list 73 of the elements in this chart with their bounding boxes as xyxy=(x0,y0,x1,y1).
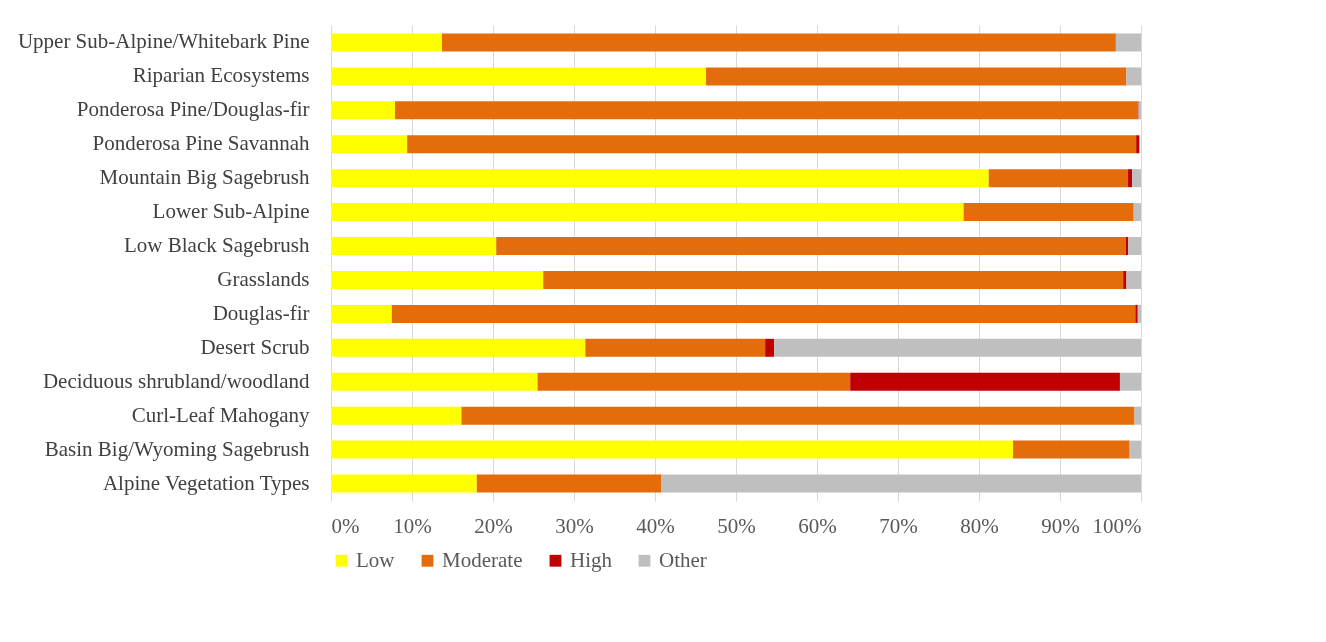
bar xyxy=(1123,270,1127,289)
bar xyxy=(331,169,989,188)
bar xyxy=(331,372,538,391)
x-tick-label: 20% xyxy=(474,513,513,538)
bar xyxy=(585,338,766,357)
bar xyxy=(394,101,1138,120)
y-tick-label: Desert Scrub xyxy=(200,334,310,359)
y-tick-label: Curl-Leaf Mahogany xyxy=(131,402,310,427)
legend-label: High xyxy=(570,547,613,572)
bar xyxy=(1126,270,1141,289)
x-tick-label: 90% xyxy=(1041,513,1080,538)
y-tick-label: Lower Sub-Alpine xyxy=(152,199,310,224)
legend-label: Moderate xyxy=(442,547,523,572)
bar xyxy=(331,304,392,323)
x-tick-label: 80% xyxy=(960,513,999,538)
bar xyxy=(476,474,662,493)
bar xyxy=(331,270,544,289)
bar xyxy=(331,237,497,256)
bar xyxy=(1132,169,1141,188)
bar xyxy=(331,474,477,493)
x-tick-label: 30% xyxy=(555,513,594,538)
y-tick-label: Basin Big/Wyoming Sagebrush xyxy=(44,436,310,461)
x-tick-label: 10% xyxy=(393,513,432,538)
bar xyxy=(441,33,1116,52)
bar xyxy=(1115,33,1141,52)
bar xyxy=(963,203,1134,222)
bar xyxy=(1129,440,1141,459)
bar xyxy=(1119,372,1141,391)
bar xyxy=(1133,203,1141,222)
y-tick-label: Ponderosa Pine Savannah xyxy=(92,131,310,156)
bar xyxy=(331,33,442,52)
bar xyxy=(331,67,707,86)
x-tick-label: 50% xyxy=(717,513,756,538)
x-tick-label: 40% xyxy=(636,513,675,538)
bar xyxy=(1126,67,1141,86)
x-tick-label: 70% xyxy=(879,513,918,538)
y-tick-label: Ponderosa Pine/Douglas-fir xyxy=(76,97,310,122)
x-tick-label: 0% xyxy=(331,513,360,538)
bar xyxy=(1013,440,1130,459)
y-tick-label: Low Black Sagebrush xyxy=(124,233,310,258)
bar xyxy=(1128,237,1141,256)
bar xyxy=(496,237,1126,256)
x-tick-label: 60% xyxy=(798,513,837,538)
bar xyxy=(331,203,964,222)
y-tick-label: Deciduous shrubland/woodland xyxy=(42,368,310,393)
bar xyxy=(1134,406,1141,425)
bar xyxy=(988,169,1129,188)
bar xyxy=(1136,135,1140,154)
bar xyxy=(706,67,1127,86)
x-tick-label: 100% xyxy=(1092,513,1142,538)
bar xyxy=(461,406,1135,425)
bar xyxy=(537,372,851,391)
bar xyxy=(407,135,1137,154)
bar xyxy=(661,474,1141,493)
bar xyxy=(331,101,395,120)
y-tick-label: Douglas-fir xyxy=(212,300,310,325)
bar xyxy=(543,270,1124,289)
bar xyxy=(331,440,1014,459)
bar xyxy=(765,338,775,357)
bar xyxy=(774,338,1141,357)
legend-label: Low xyxy=(356,547,396,572)
bar xyxy=(850,372,1120,391)
legend-label: Other xyxy=(659,547,707,572)
bar xyxy=(391,304,1136,323)
y-tick-label: Alpine Vegetation Types xyxy=(102,470,310,495)
bar xyxy=(331,406,462,425)
bar xyxy=(331,338,586,357)
y-tick-label: Mountain Big Sagebrush xyxy=(99,165,310,190)
y-tick-label: Grasslands xyxy=(217,266,310,291)
y-tick-label: Riparian Ecosystems xyxy=(132,63,310,88)
y-tick-label: Upper Sub-Alpine/Whitebark Pine xyxy=(17,29,310,54)
bar xyxy=(331,135,408,154)
bar xyxy=(1128,169,1133,188)
